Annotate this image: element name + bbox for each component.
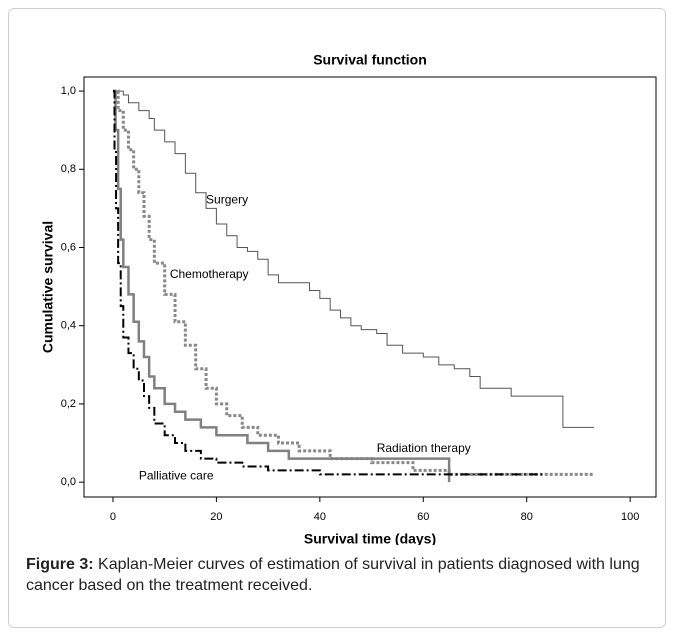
plot-frame xyxy=(83,76,657,498)
x-tick-label: 60 xyxy=(417,511,429,523)
caption-label: Figure 3: xyxy=(26,556,94,573)
x-axis-label: Survival time (days) xyxy=(304,531,436,545)
curve-label: Surgery xyxy=(206,193,248,207)
curve-label: Chemotherapy xyxy=(170,267,249,281)
chart-title: Survival function xyxy=(313,52,427,68)
x-tick-label: 80 xyxy=(521,511,533,523)
y-tick-label: 0,0 xyxy=(61,476,76,488)
x-tick-label: 40 xyxy=(314,511,326,523)
caption: Figure 3: Kaplan-Meier curves of estimat… xyxy=(26,554,656,596)
survival-curve xyxy=(112,89,594,476)
caption-text: Kaplan-Meier curves of estimation of sur… xyxy=(26,556,640,594)
y-axis-label: Cumulative survival xyxy=(40,221,56,353)
y-tick-label: 0,4 xyxy=(61,320,76,332)
survival-curve xyxy=(112,89,451,483)
y-tick-label: 0,8 xyxy=(61,163,76,175)
figure-frame xyxy=(8,8,666,628)
y-tick-label: 1,0 xyxy=(61,85,76,97)
y-tick-label: 0,2 xyxy=(61,398,76,410)
y-tick-label: 0,6 xyxy=(61,241,76,253)
survival-curve xyxy=(112,90,594,428)
x-tick-label: 100 xyxy=(621,511,639,523)
curve-label: Palliative care xyxy=(139,468,214,482)
curve-label: Radiation therapy xyxy=(377,441,471,455)
survival-curve xyxy=(112,90,543,476)
chart: Survival function Survival time (days) C… xyxy=(40,52,657,545)
x-tick-label: 20 xyxy=(210,511,222,523)
x-tick-label: 0 xyxy=(110,511,116,523)
